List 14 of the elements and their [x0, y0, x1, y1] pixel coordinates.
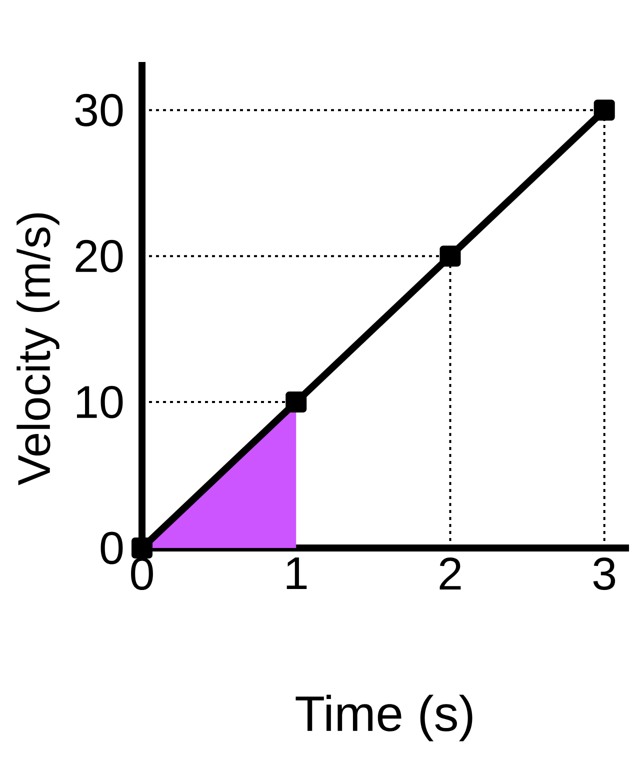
y-tick-label: 30: [75, 94, 122, 126]
point: [131, 537, 152, 558]
y-tick-label: 0: [100, 532, 122, 564]
x-tick-label: 0: [130, 558, 153, 590]
point: [594, 100, 615, 121]
x-axis-title: Time (s): [295, 694, 472, 742]
point: [439, 246, 460, 267]
point: [285, 392, 306, 413]
x-tick-label: 1: [286, 558, 306, 590]
y-axis-title: Velocity (m/s): [16, 213, 60, 486]
x-tick-label: 3: [593, 558, 615, 590]
y-tick-label: 20: [76, 240, 122, 272]
y-tick-label: 10: [76, 386, 122, 418]
x-tick-label: 2: [440, 558, 460, 590]
